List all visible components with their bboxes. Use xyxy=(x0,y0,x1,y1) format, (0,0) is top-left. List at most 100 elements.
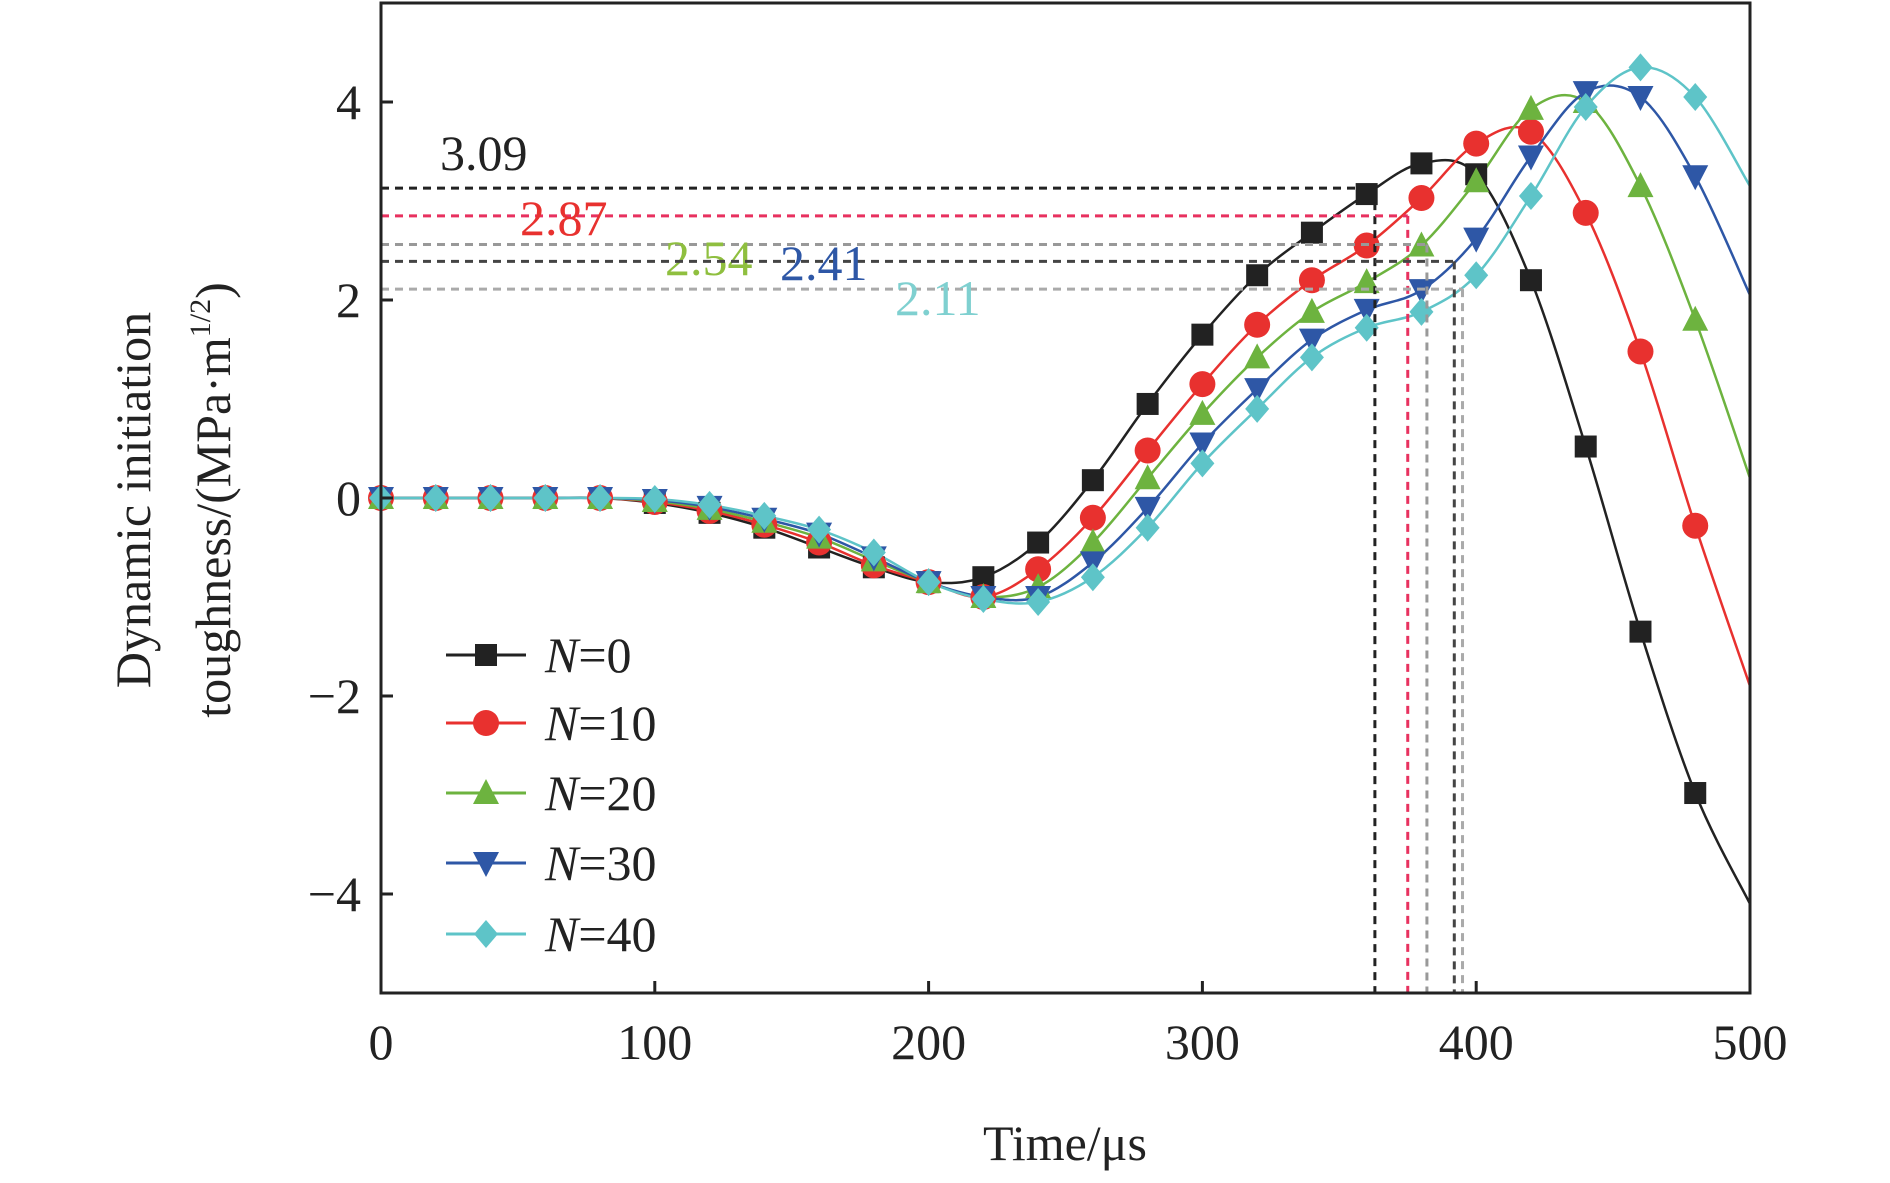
legend-label-variable: N xyxy=(544,695,581,751)
annotation-label: 2.11 xyxy=(895,270,981,326)
legend-item: N=10 xyxy=(446,695,657,751)
marker-circle xyxy=(1408,185,1435,212)
y-tick-label: 4 xyxy=(336,74,361,130)
legend-label: N=0 xyxy=(544,627,632,683)
legend-label: N=40 xyxy=(544,906,657,962)
series-markers xyxy=(368,88,1709,608)
marker-triangle-up xyxy=(1682,305,1709,331)
marker-triangle-down xyxy=(1627,86,1654,112)
legend-item: N=30 xyxy=(446,835,657,891)
marker-diamond xyxy=(1245,394,1270,423)
series-n-30 xyxy=(381,84,1752,602)
marker-square xyxy=(1574,435,1597,458)
marker-triangle-down xyxy=(473,852,499,877)
marker-square xyxy=(1246,264,1269,287)
marker-diamond xyxy=(1409,297,1434,326)
marker-triangle-up xyxy=(1627,172,1654,198)
marker-triangle-down xyxy=(1463,227,1490,253)
marker-diamond xyxy=(1573,92,1598,121)
marker-diamond xyxy=(1080,563,1105,592)
marker-diamond xyxy=(807,515,832,544)
legend-item: N=20 xyxy=(446,765,657,821)
marker-triangle-down xyxy=(1682,165,1709,191)
y-axis-title-line2: toughness/(MPa·m1/2) xyxy=(184,282,241,718)
legend-label: N=20 xyxy=(544,765,657,821)
marker-diamond xyxy=(1026,587,1051,616)
marker-circle xyxy=(1517,118,1544,145)
marker-diamond xyxy=(1464,261,1489,290)
legend-label-variable: N xyxy=(544,835,581,891)
marker-circle xyxy=(1298,267,1325,294)
x-tick-label: 100 xyxy=(617,1014,692,1070)
marker-circle xyxy=(1463,130,1490,157)
series-layer xyxy=(368,53,1752,905)
legend-item: N=0 xyxy=(446,627,632,683)
marker-diamond xyxy=(1190,449,1215,478)
series-n-40 xyxy=(381,66,1752,605)
series-line xyxy=(381,66,1752,605)
marker-diamond xyxy=(971,584,996,613)
marker-triangle-up xyxy=(1353,268,1380,294)
marker-triangle-up xyxy=(1189,399,1216,425)
marker-square xyxy=(1300,221,1323,244)
annotation-label: 3.09 xyxy=(440,125,528,181)
legend: N=0N=10N=20N=30N=40 xyxy=(446,627,657,962)
marker-square xyxy=(1410,152,1433,175)
legend-label-value: =40 xyxy=(578,906,656,962)
marker-circle xyxy=(1627,338,1654,365)
marker-triangle-up xyxy=(1079,528,1106,554)
annotation-layer: 3.09 2.87 2.54 2.41 2.11 xyxy=(381,125,1465,993)
marker-circle xyxy=(1079,504,1106,531)
y-axis-title-close: ) xyxy=(185,282,241,299)
x-tick-label: 400 xyxy=(1439,1014,1514,1070)
marker-triangle-up xyxy=(1463,167,1490,193)
y-axis-title-main: toughness/(MPa·m xyxy=(185,337,241,718)
marker-triangle-down xyxy=(1134,496,1161,522)
x-tick-label: 300 xyxy=(1165,1014,1240,1070)
marker-triangle-up xyxy=(1298,297,1325,323)
legend-item: N=40 xyxy=(446,906,657,962)
series-n-20 xyxy=(381,93,1752,599)
marker-diamond xyxy=(533,484,558,512)
x-axis-title: Time/μs xyxy=(983,1115,1147,1171)
marker-triangle-up xyxy=(1244,343,1271,369)
marker-diamond xyxy=(474,920,498,948)
series-line xyxy=(381,84,1752,602)
series-markers xyxy=(368,81,1709,611)
marker-triangle-down xyxy=(1298,328,1325,354)
y-tick-label: 2 xyxy=(336,272,361,328)
marker-triangle-up xyxy=(1517,94,1544,120)
marker-square xyxy=(1629,620,1652,643)
marker-diamond xyxy=(1354,313,1379,342)
legend-label-value: =20 xyxy=(578,765,656,821)
marker-circle xyxy=(473,710,499,736)
marker-triangle-down xyxy=(1517,145,1544,171)
marker-diamond xyxy=(697,490,722,519)
annotation-label: 2.41 xyxy=(780,235,868,291)
marker-diamond xyxy=(478,484,503,512)
marker-circle xyxy=(1025,556,1052,583)
legend-label-value: =10 xyxy=(578,695,656,751)
marker-diamond xyxy=(1628,53,1653,82)
legend-label-variable: N xyxy=(544,906,581,962)
y-tick-label: −2 xyxy=(308,668,361,724)
axis-layer: 0 100 200 300 400 500 −4 −2 0 2 4 xyxy=(308,74,1788,1070)
legend-label-variable: N xyxy=(544,627,581,683)
marker-diamond xyxy=(1683,83,1708,112)
legend-label-variable: N xyxy=(544,765,581,821)
marker-triangle-down xyxy=(1408,279,1435,305)
x-tick-label: 0 xyxy=(369,1014,394,1070)
legend-label: N=10 xyxy=(544,695,657,751)
legend-label-value: =0 xyxy=(578,627,631,683)
legend-label-value: =30 xyxy=(578,835,656,891)
marker-square xyxy=(1027,531,1050,554)
x-tick-label: 500 xyxy=(1713,1014,1788,1070)
marker-triangle-up xyxy=(1134,464,1161,490)
marker-triangle-down xyxy=(1244,378,1271,404)
marker-circle xyxy=(1572,199,1599,226)
marker-square xyxy=(475,644,497,666)
y-axis-title-line1: Dynamic initiation xyxy=(105,312,161,688)
marker-diamond xyxy=(423,484,448,512)
annotation-label: 2.87 xyxy=(520,190,608,246)
